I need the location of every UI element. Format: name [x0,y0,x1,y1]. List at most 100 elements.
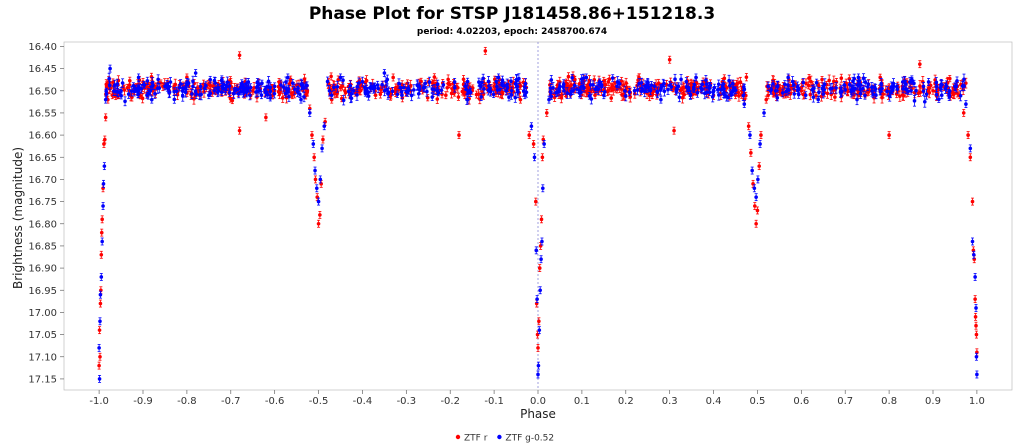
data-point [539,217,544,222]
data-point [548,90,553,94]
data-point [507,95,511,100]
data-point [265,84,269,89]
data-point [332,85,336,90]
data-point [329,74,333,79]
data-point [865,89,869,94]
data-point [973,297,977,301]
data-point [405,81,410,86]
data-point [310,133,314,137]
data-point [97,328,102,332]
data-point [100,217,104,222]
data-point [191,79,195,83]
data-point [722,76,727,81]
data-point [881,92,885,96]
data-point [771,92,776,96]
data-point [357,89,362,94]
data-point [650,93,654,97]
data-point [432,87,436,92]
data-point [549,78,554,82]
data-point [457,133,461,137]
data-point [272,91,277,96]
data-point [380,82,384,87]
data-point [808,92,813,97]
data-point [479,95,483,99]
data-point [204,83,208,88]
data-point [325,79,330,84]
data-point [257,82,261,87]
data-point [212,89,217,93]
data-point [343,88,347,93]
data-point [688,92,693,97]
data-point [804,81,808,86]
data-point [237,53,242,58]
data-point [341,78,345,83]
data-point [910,77,914,82]
data-point [302,77,307,81]
data-point [378,92,383,97]
data-point [492,84,496,89]
data-point [589,97,594,101]
data-point [901,87,905,91]
data-point [395,87,399,91]
data-point [555,90,559,95]
data-point [738,80,743,84]
data-point [656,81,661,86]
data-point [338,85,343,90]
data-point [99,252,104,257]
data-point [855,97,859,102]
data-point [855,83,860,88]
data-point [754,221,758,226]
data-point [495,88,500,92]
data-point [834,86,838,90]
data-point [423,81,428,86]
data-point [755,208,760,213]
data-point [435,97,440,101]
data-point [799,88,804,93]
data-point [904,82,908,86]
data-point [858,83,863,87]
data-point [606,80,611,84]
data-point [279,83,283,87]
data-point [922,100,927,104]
data-point [103,115,108,120]
data-point [619,79,624,83]
data-point [926,86,931,91]
data-point [540,155,545,160]
data-point [610,84,615,88]
data-point [645,85,649,90]
data-point [599,83,604,87]
data-point [409,93,414,98]
data-point [610,76,615,80]
data-point [208,77,213,82]
data-point [587,94,592,98]
data-point [341,98,346,103]
data-point [973,315,978,319]
data-point [280,96,285,100]
data-point [635,88,640,92]
data-point [98,354,102,359]
data-point [918,84,922,88]
data-point [820,77,824,82]
data-point [833,95,837,99]
data-point [172,89,176,94]
data-point [825,91,830,96]
data-point [806,83,811,88]
data-point [816,97,821,102]
data-point [384,79,389,84]
data-point [642,89,647,94]
data-point [302,95,306,99]
data-point [637,81,641,86]
data-point [120,81,125,85]
data-point [744,75,749,79]
data-point [861,76,866,80]
data-point [780,91,785,95]
data-point [125,86,130,90]
data-point [172,97,177,102]
data-point [566,84,571,89]
data-point [227,84,232,88]
series-1 [97,64,979,383]
data-point [858,91,863,96]
data-point [491,92,496,97]
data-point [126,92,131,96]
data-point [318,213,322,217]
